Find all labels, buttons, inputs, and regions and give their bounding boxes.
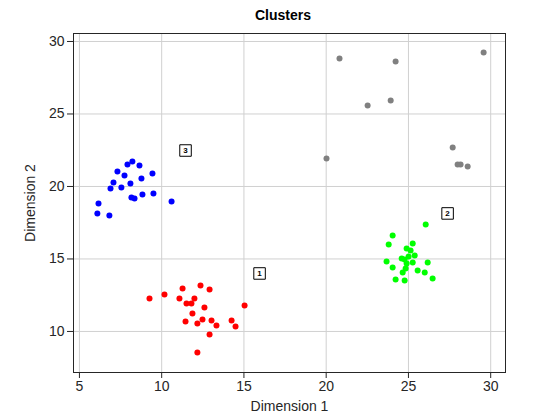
svg-text:25: 25: [49, 105, 65, 121]
svg-text:25: 25: [401, 378, 417, 394]
svg-text:20: 20: [49, 178, 65, 194]
svg-text:30: 30: [49, 33, 65, 49]
svg-text:10: 10: [49, 323, 65, 339]
svg-text:2: 2: [445, 209, 450, 218]
svg-text:Dimension 2: Dimension 2: [22, 164, 38, 242]
svg-text:5: 5: [76, 378, 84, 394]
svg-text:Dimension 1: Dimension 1: [251, 398, 329, 414]
svg-text:3: 3: [183, 146, 188, 155]
svg-text:20: 20: [318, 378, 334, 394]
html-text:Clusters: Clusters: [255, 7, 311, 23]
svg-text:15: 15: [49, 250, 65, 266]
svg-text:30: 30: [483, 378, 499, 394]
svg-text:1: 1: [257, 269, 262, 278]
svg-text:15: 15: [236, 378, 252, 394]
svg-text:10: 10: [154, 378, 170, 394]
